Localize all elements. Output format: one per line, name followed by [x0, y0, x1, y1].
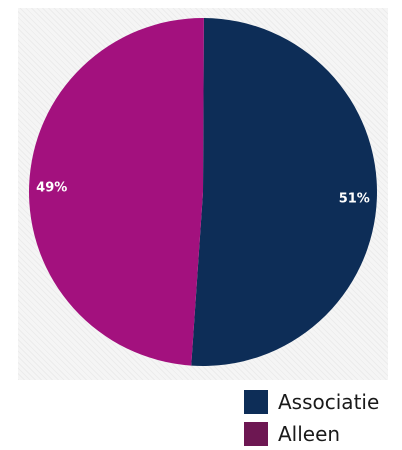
legend-item-alleen: Alleen [244, 422, 402, 446]
pie-slices [29, 17, 378, 367]
pie-slice-alleen [29, 17, 204, 366]
legend-swatch-associatie [244, 390, 268, 414]
legend-label-associatie: Associatie [278, 390, 380, 414]
legend-item-associatie: Associatie [244, 390, 402, 414]
pie-labels: 51% 49% [36, 180, 370, 206]
legend: Associatie Alleen [244, 390, 402, 450]
pie-slice-associatie [191, 18, 378, 367]
legend-swatch-alleen [244, 422, 268, 446]
pie-label-associatie: 51% [339, 192, 370, 207]
pie-label-alleen: 49% [36, 180, 67, 195]
legend-label-alleen: Alleen [278, 422, 341, 446]
